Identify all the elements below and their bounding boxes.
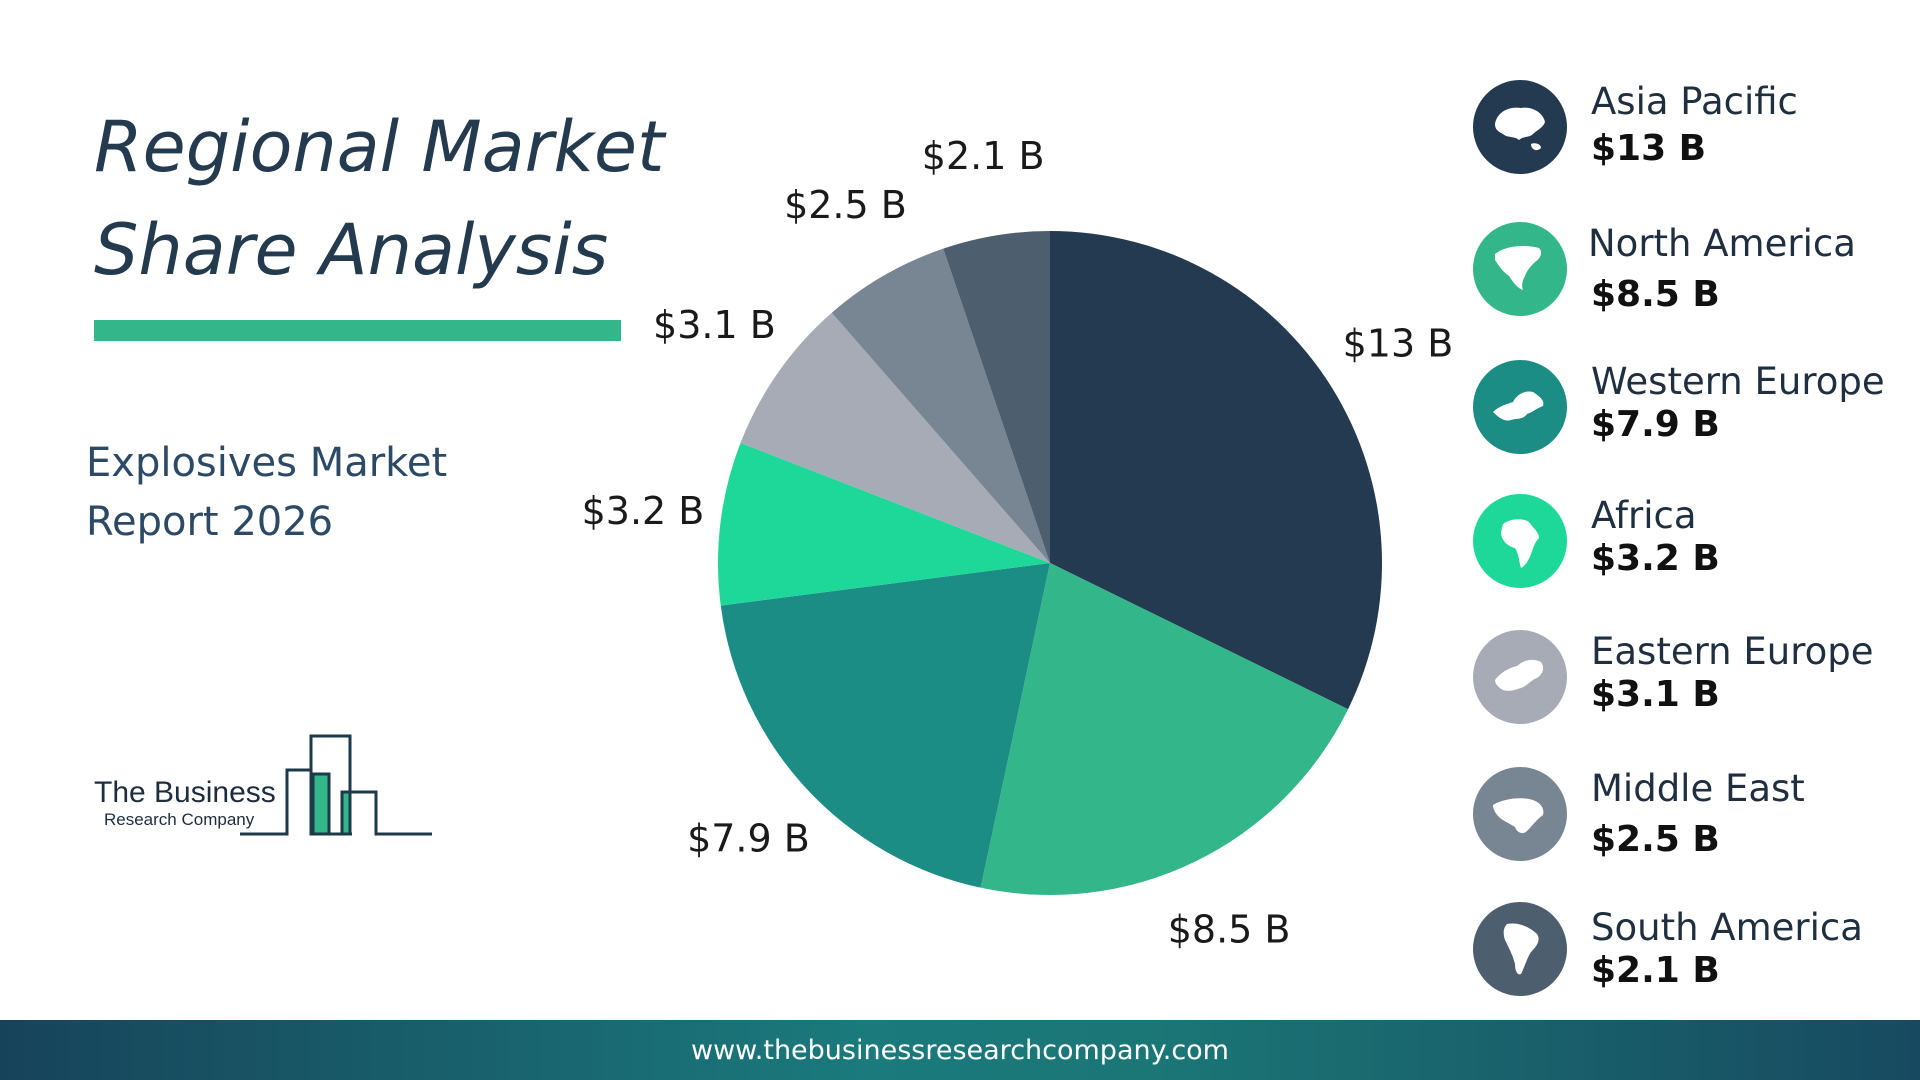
middle-east-map-icon [1473,767,1567,861]
pie-data-label: $2.5 B [784,183,907,227]
pie-slice-eastern-europe [740,312,1050,563]
legend-value: $13 B [1591,128,1707,169]
legend-value: $2.5 B [1591,819,1720,860]
western-europe-map-icon [1473,360,1567,454]
asia-map-icon [1473,80,1567,174]
legend-item-middle-east: Middle East $2.5 B [1473,767,1913,867]
legend-value: $7.9 B [1591,404,1720,445]
legend-value: $2.1 B [1591,950,1720,991]
logo-bars-icon [240,734,432,836]
page-title: Regional Market Share Analysis [94,96,665,302]
legend-value: $3.1 B [1591,674,1720,715]
pie-data-label: $8.5 B [1168,907,1291,951]
title-line-2: Share Analysis [94,209,609,291]
pie-data-label: $2.1 B [922,134,1045,178]
company-logo: The Business Research Company [92,730,432,840]
pie-slice-asia-pacific [1050,231,1383,710]
logo-name: The Business [94,776,276,809]
legend-item-asia-pacific: Asia Pacific $13 B [1473,80,1913,180]
legend-item-south-america: South America $2.1 B [1473,902,1913,1002]
legend-name: South America [1591,906,1863,949]
report-subtitle: Explosives Market Report 2026 [86,434,447,552]
pie-data-label: $7.9 B [687,816,810,860]
pie-slice-western-europe [720,563,1050,888]
pie-data-label: $3.1 B [653,303,776,347]
pie-slice-south-america [943,231,1050,563]
legend-name: Eastern Europe [1591,630,1874,673]
legend-name: Middle East [1591,767,1805,810]
logo-subtitle: Research Company [104,810,255,829]
title-line-1: Regional Market [94,106,665,188]
legend-item-western-europe: Western Europe $7.9 B [1473,360,1913,460]
eastern-europe-map-icon [1473,630,1567,724]
legend-item-eastern-europe: Eastern Europe $3.1 B [1473,630,1913,730]
legend-value: $3.2 B [1591,538,1720,579]
pie-data-label: $3.2 B [582,489,705,533]
pie-data-label: $13 B [1343,322,1454,366]
title-underline [94,320,621,341]
africa-map-icon [1473,494,1567,588]
legend-name: North America [1588,222,1856,265]
pie-chart: $13 B $8.5 B $7.9 B $3.2 B $3.1 B $2.5 B $2.1 … [582,134,1454,951]
pie-slice-africa [718,442,1050,606]
footer-bar: www.thebusinessresearchcompany.com [0,1020,1920,1080]
pie-slice-north-america [980,563,1349,895]
north-america-map-icon [1473,222,1567,316]
legend-value: $8.5 B [1591,274,1720,315]
subtitle-line-2: Report 2026 [86,499,334,545]
legend-item-north-america: North America $8.5 B [1473,222,1913,322]
pie-slice-middle-east [831,248,1050,563]
subtitle-line-1: Explosives Market [86,440,448,486]
footer-url[interactable]: www.thebusinessresearchcompany.com [691,1034,1229,1066]
legend-name: Africa [1591,494,1697,537]
legend-item-africa: Africa $3.2 B [1473,494,1913,594]
south-america-map-icon [1473,902,1567,996]
legend-name: Asia Pacific [1591,80,1798,123]
legend-name: Western Europe [1591,360,1885,403]
